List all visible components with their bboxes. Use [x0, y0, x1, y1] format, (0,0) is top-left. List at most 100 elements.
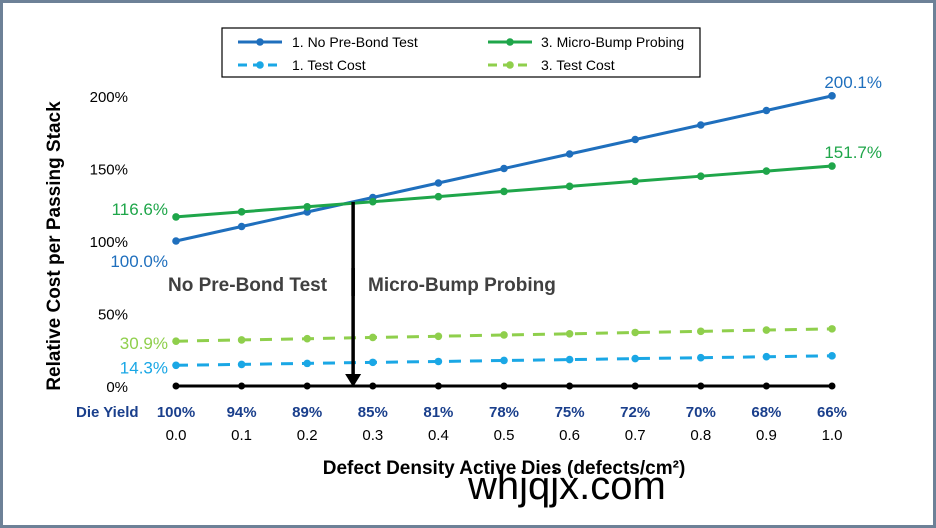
- region-label-left: No Pre-Bond Test: [168, 275, 328, 296]
- series-point-2: [303, 202, 312, 211]
- legend-marker-3: [256, 61, 264, 69]
- y-tick-label: 200%: [90, 89, 128, 106]
- series-point-3: [762, 352, 771, 361]
- axis-layer: Relative Cost per Passing Stack Die Yiel…: [44, 89, 847, 479]
- y-tick-label: 50%: [98, 307, 128, 324]
- series-point-3: [237, 360, 246, 369]
- x-tick-label: 0.7: [625, 427, 646, 444]
- series-point-2: [172, 213, 180, 221]
- baseline-point: [434, 382, 442, 390]
- series-point-2: [631, 177, 639, 186]
- die-yield-value: 81%: [423, 404, 453, 421]
- series-point-4: [369, 333, 377, 342]
- x-tick-label: 0.8: [690, 427, 711, 444]
- series-line-4: [175, 327, 833, 343]
- die-yield-value: 66%: [817, 404, 847, 421]
- series-point-4: [434, 332, 443, 341]
- legend-marker-2: [506, 38, 514, 46]
- die-yield-value: 72%: [620, 404, 650, 421]
- series-point-1: [303, 208, 312, 216]
- series-point-3: [434, 357, 443, 366]
- legend-label-2: 3. Micro-Bump Probing: [541, 34, 684, 50]
- die-yield-value: 75%: [555, 404, 585, 421]
- series-point-3: [565, 355, 574, 364]
- legend-marker-1: [256, 38, 264, 46]
- series-point-1: [172, 237, 180, 245]
- baseline-point: [172, 382, 180, 390]
- y-tick-label: 150%: [90, 162, 128, 179]
- series-point-2: [828, 162, 836, 170]
- series-point-3: [369, 358, 377, 367]
- baseline-point: [500, 382, 508, 390]
- x-tick-label: 0.3: [362, 427, 383, 444]
- series-point-1: [631, 135, 639, 144]
- series-point-1: [500, 164, 508, 173]
- x-tick-label: 1.0: [822, 427, 843, 444]
- series-layer: [172, 92, 836, 390]
- x-tick-label: 0.0: [166, 427, 187, 444]
- die-yield-value: 94%: [227, 404, 257, 421]
- series-point-1: [434, 179, 443, 187]
- x-tick-label: 0.5: [494, 427, 515, 444]
- series-point-2: [237, 208, 246, 216]
- series-point-4: [762, 326, 771, 334]
- series-point-4: [565, 330, 574, 338]
- series-point-1: [828, 92, 836, 100]
- series-point-3: [172, 361, 180, 370]
- baseline-point: [566, 382, 574, 390]
- die-yield-value: 78%: [489, 404, 519, 421]
- die-yield-value: 85%: [358, 404, 388, 421]
- die-yield-value: 70%: [686, 404, 716, 421]
- legend-label-1: 1. No Pre-Bond Test: [292, 34, 418, 50]
- baseline-point: [697, 382, 705, 390]
- x-tick-label: 0.6: [559, 427, 580, 444]
- die-yield-label: Die Yield: [76, 404, 139, 421]
- series-point-1: [697, 121, 705, 129]
- legend-label-4: 3. Test Cost: [541, 57, 615, 73]
- start-value-label: 116.6%: [112, 200, 168, 219]
- series-point-3: [697, 353, 705, 362]
- series-point-3: [828, 352, 836, 360]
- legend-box: [221, 27, 701, 78]
- series-point-2: [762, 167, 771, 175]
- region-label-right: Micro-Bump Probing: [368, 275, 556, 296]
- x-tick-label: 0.9: [756, 427, 777, 444]
- crossover-arrow-head: [345, 374, 362, 387]
- series-point-4: [697, 327, 705, 336]
- end-value-label: 151.7%: [824, 143, 882, 162]
- legend-label-3: 1. Test Cost: [292, 57, 366, 73]
- start-value-label: 14.3%: [120, 358, 168, 377]
- series-point-4: [237, 336, 246, 344]
- y-axis-label: Relative Cost per Passing Stack: [44, 101, 65, 391]
- series-point-2: [500, 187, 508, 196]
- series-point-4: [172, 337, 180, 345]
- x-tick-label: 0.2: [297, 427, 318, 444]
- watermark: whjqjx.com: [467, 464, 666, 508]
- series-point-3: [500, 356, 508, 365]
- series-point-2: [565, 182, 574, 191]
- start-value-label: 30.9%: [120, 334, 168, 353]
- x-tick-label: 0.4: [428, 427, 449, 444]
- legend: 1. No Pre-Bond Test 3. Micro-Bump Probing…: [221, 27, 701, 78]
- series-point-3: [303, 359, 312, 368]
- die-yield-value: 100%: [157, 404, 195, 421]
- series-point-4: [500, 331, 508, 339]
- baseline-point: [828, 382, 836, 390]
- annotation-layer: No Pre-Bond Test Micro-Bump Probing 116.…: [110, 73, 882, 387]
- x-axis-label: Defect Density Active Dies (defects/cm²): [323, 458, 686, 479]
- baseline-point: [631, 382, 639, 390]
- series-point-2: [434, 192, 443, 201]
- series-point-4: [828, 325, 836, 333]
- baseline-point: [303, 382, 311, 390]
- die-yield-value: 68%: [751, 404, 781, 421]
- x-tick-label: 0.1: [231, 427, 252, 444]
- series-point-1: [762, 106, 771, 115]
- series-point-1: [237, 222, 246, 231]
- series-point-2: [369, 197, 377, 206]
- series-point-4: [303, 334, 312, 343]
- series-point-3: [631, 354, 639, 363]
- y-tick-label: 0%: [106, 379, 128, 396]
- die-yield-value: 89%: [292, 404, 322, 421]
